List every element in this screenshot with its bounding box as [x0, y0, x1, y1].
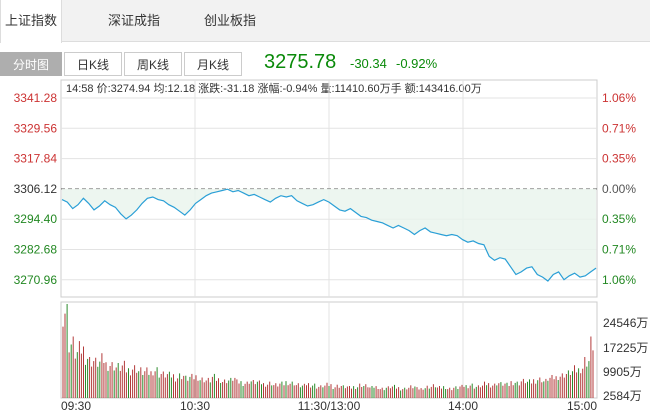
volume-tick-label: 24546万	[603, 316, 648, 330]
y-tick-label: 3317.84	[14, 152, 58, 166]
volume-tick-label: 9905万	[603, 365, 642, 379]
y-tick-label: 3294.40	[14, 212, 58, 226]
info-amt-label: 额:	[404, 83, 419, 95]
pct-tick-label: 0.35%	[602, 152, 636, 166]
price-change-pct: -0.92%	[396, 56, 438, 71]
x-tick-label: 11:30/13:00	[298, 399, 361, 413]
pct-tick-label: 0.71%	[602, 121, 636, 135]
x-tick-label: 10:30	[180, 399, 210, 413]
info-change-label: 涨跌:	[198, 83, 224, 95]
y-tick-label: 3270.96	[14, 273, 58, 287]
price-series-line	[61, 188, 597, 282]
index-tab-bar: 上证指数 深证成指 创业板指	[0, 0, 650, 43]
current-price: 3275.78	[264, 51, 337, 73]
x-tick-label: 09:30	[61, 399, 91, 413]
y-tick-label: 3341.28	[14, 91, 58, 105]
price-area-fill	[62, 188, 596, 281]
info-bar: 14:58 价:3274.94 均:12.18 涨跌:-31.18 涨幅:-0.…	[66, 80, 482, 96]
info-avg: 12.18	[167, 83, 196, 95]
pct-tick-label: 1.06%	[602, 91, 636, 105]
info-vol: 11410.60万手	[334, 83, 402, 95]
y-tick-label: 3306.12	[14, 182, 58, 196]
info-avg-label: 均:	[153, 83, 168, 95]
x-tick-label: 15:00	[567, 399, 597, 413]
pct-tick-label: 0.71%	[602, 243, 636, 257]
x-tick-label: 14:00	[448, 399, 478, 413]
pct-tick-label: 0.35%	[602, 212, 636, 226]
tab-monthly-k[interactable]: 月K线	[184, 52, 242, 76]
info-vol-label: 量:	[320, 83, 335, 95]
info-time: 14:58	[66, 83, 94, 95]
info-amt: 143416.00万	[418, 83, 482, 95]
info-price-label: 价:	[96, 83, 111, 95]
info-pct-label: 涨幅:	[257, 83, 283, 95]
tab-intraday[interactable]: 分时图	[0, 52, 62, 76]
price-change: -30.34	[350, 56, 387, 71]
tab-shenzhen-index[interactable]: 深证成指	[107, 13, 160, 28]
info-pct: -0.94%	[282, 83, 318, 95]
tab-shanghai-index[interactable]: 上证指数	[0, 0, 62, 43]
tab-weekly-k[interactable]: 周K线	[124, 52, 182, 76]
info-change: -31.18	[223, 83, 255, 95]
volume-tick-label: 2584万	[603, 389, 642, 403]
tab-chinext-index[interactable]: 创业板指	[203, 13, 256, 28]
tab-daily-k[interactable]: 日K线	[64, 52, 122, 76]
pct-tick-label: 0.00%	[602, 182, 636, 196]
pct-tick-label: 1.06%	[602, 273, 636, 287]
info-price: 3274.94	[110, 83, 151, 95]
y-tick-label: 3282.68	[14, 243, 58, 257]
volume-tick-label: 17225万	[603, 341, 648, 355]
y-tick-label: 3329.56	[14, 121, 58, 135]
